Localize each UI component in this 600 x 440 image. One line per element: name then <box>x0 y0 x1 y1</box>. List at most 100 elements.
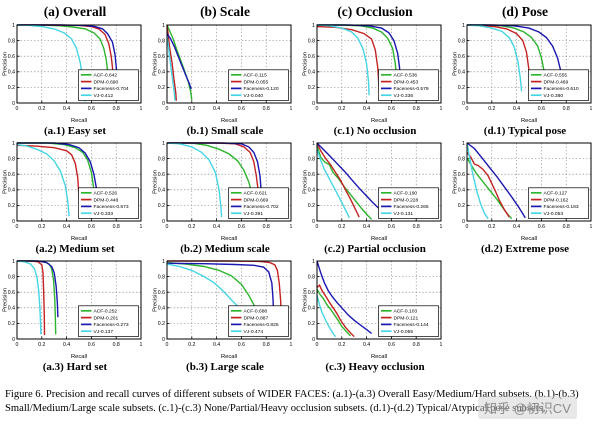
svg-text:0.8: 0.8 <box>458 156 465 162</box>
pr-curve-plot-medium-set: 0 0.2 0.4 0.6 0.8 1 0 0.2 0.4 0.6 0.8 1 ACF-0.526 DPM… <box>2 140 148 242</box>
svg-text:0: 0 <box>162 337 165 343</box>
figure-grid: (a) Overall (b) Scale (c) Occlusion (d) … <box>0 4 600 376</box>
svg-text:1: 1 <box>462 23 465 29</box>
svg-text:0.4: 0.4 <box>63 342 70 348</box>
svg-text:0.4: 0.4 <box>458 188 465 194</box>
svg-text:0.8: 0.8 <box>158 156 165 162</box>
svg-text:0.6: 0.6 <box>238 342 245 348</box>
svg-text:0.2: 0.2 <box>188 106 195 112</box>
svg-text:Precision: Precision <box>3 288 9 312</box>
svg-text:ACF-0.536: ACF-0.536 <box>394 73 418 79</box>
svg-text:0: 0 <box>12 101 15 107</box>
svg-text:0.4: 0.4 <box>8 188 15 194</box>
svg-text:0.6: 0.6 <box>238 224 245 230</box>
subplot-a2: 0 0.2 0.4 0.6 0.8 1 0 0.2 0.4 0.6 0.8 1 ACF-0.526 DPM… <box>0 140 150 258</box>
subplot-c3-title: (c.3) Heavy occlusion <box>325 361 425 373</box>
svg-text:ACF-0.526: ACF-0.526 <box>94 191 118 197</box>
svg-text:Recall: Recall <box>371 118 387 124</box>
svg-text:0.4: 0.4 <box>363 106 370 112</box>
svg-text:0: 0 <box>462 219 465 225</box>
svg-text:0: 0 <box>462 101 465 107</box>
svg-text:1: 1 <box>12 259 15 265</box>
svg-text:0.6: 0.6 <box>8 54 15 60</box>
column-header-overall: (a) Overall <box>43 4 107 19</box>
svg-text:0.8: 0.8 <box>113 224 120 230</box>
svg-text:Precision: Precision <box>153 288 159 312</box>
svg-text:0.8: 0.8 <box>308 38 315 44</box>
column-header-occlusion: (c) Occlusion <box>337 4 413 19</box>
svg-text:DPM-0.690: DPM-0.690 <box>94 79 119 85</box>
svg-text:VJ-0.137: VJ-0.137 <box>94 329 114 335</box>
column-header-pose: (d) Pose <box>501 4 549 19</box>
svg-text:Precision: Precision <box>3 52 9 76</box>
pr-curve-plot-large-scale: 0 0.2 0.4 0.6 0.8 1 0 0.2 0.4 0.6 0.8 1 ACF-0.688 DPM… <box>152 258 298 360</box>
svg-text:0.2: 0.2 <box>158 203 165 209</box>
svg-text:0.6: 0.6 <box>308 290 315 296</box>
subplot-a2-title: (a.2) Medium set <box>35 243 115 255</box>
svg-text:1: 1 <box>312 23 315 29</box>
svg-text:0.8: 0.8 <box>308 156 315 162</box>
svg-text:0.4: 0.4 <box>513 224 520 230</box>
svg-text:0.6: 0.6 <box>388 106 395 112</box>
svg-text:ACF-0.103: ACF-0.103 <box>394 309 418 315</box>
subplot-a1-title: (a.1) Easy set <box>43 125 107 137</box>
svg-text:0.6: 0.6 <box>308 172 315 178</box>
svg-text:0.6: 0.6 <box>88 224 95 230</box>
svg-text:0.8: 0.8 <box>413 106 420 112</box>
svg-text:0.2: 0.2 <box>338 224 345 230</box>
svg-text:DPM-0.201: DPM-0.201 <box>94 315 119 321</box>
svg-text:VJ-0.131: VJ-0.131 <box>394 211 414 217</box>
svg-text:0.2: 0.2 <box>38 342 45 348</box>
svg-text:0.8: 0.8 <box>113 106 120 112</box>
svg-text:VJ-0.055: VJ-0.055 <box>394 329 414 335</box>
svg-text:Recall: Recall <box>371 354 387 360</box>
svg-text:0.4: 0.4 <box>158 306 165 312</box>
svg-text:0.8: 0.8 <box>263 342 270 348</box>
svg-text:VJ-0.380: VJ-0.380 <box>544 93 564 99</box>
svg-text:1: 1 <box>140 106 143 112</box>
svg-text:Precision: Precision <box>303 288 309 312</box>
svg-text:Recall: Recall <box>71 354 87 360</box>
svg-text:ACF-0.190: ACF-0.190 <box>394 191 418 197</box>
svg-text:VJ-0.053: VJ-0.053 <box>544 211 564 217</box>
svg-text:0.6: 0.6 <box>458 172 465 178</box>
svg-text:1: 1 <box>290 342 293 348</box>
svg-text:0.6: 0.6 <box>158 54 165 60</box>
svg-text:0.8: 0.8 <box>113 342 120 348</box>
svg-text:Faceness-0.183: Faceness-0.183 <box>544 204 579 210</box>
svg-text:0.4: 0.4 <box>158 70 165 76</box>
svg-text:1: 1 <box>462 141 465 147</box>
subplot-b2: 0 0.2 0.4 0.6 0.8 1 0 0.2 0.4 0.6 0.8 1 ACF-0.621 DPM… <box>150 140 300 258</box>
svg-text:0.2: 0.2 <box>8 85 15 91</box>
svg-text:0.4: 0.4 <box>308 188 315 194</box>
svg-text:0: 0 <box>316 106 319 112</box>
svg-text:0.8: 0.8 <box>563 224 570 230</box>
svg-text:VJ-0.040: VJ-0.040 <box>244 93 264 99</box>
svg-text:Precision: Precision <box>153 52 159 76</box>
subplot-d2: 0 0.2 0.4 0.6 0.8 1 0 0.2 0.4 0.6 0.8 1 ACF-0.127 DPM… <box>450 140 600 258</box>
subplot-a3-title: (a.3) Hard set <box>42 361 108 373</box>
svg-text:ACF-0.127: ACF-0.127 <box>544 191 568 197</box>
svg-text:0.8: 0.8 <box>8 156 15 162</box>
svg-text:1: 1 <box>162 23 165 29</box>
svg-text:0.6: 0.6 <box>388 342 395 348</box>
svg-text:1: 1 <box>12 23 15 29</box>
pr-curve-plot-medium-scale: 0 0.2 0.4 0.6 0.8 1 0 0.2 0.4 0.6 0.8 1 ACF-0.621 DPM… <box>152 140 298 242</box>
svg-text:0: 0 <box>16 106 19 112</box>
svg-text:DPM-0.669: DPM-0.669 <box>244 197 269 203</box>
subplot-a3: 0 0.2 0.4 0.6 0.8 1 0 0.2 0.4 0.6 0.8 1 ACF-0.252 DPM… <box>0 258 150 376</box>
svg-text:0.2: 0.2 <box>38 224 45 230</box>
svg-text:Faceness-0.573: Faceness-0.573 <box>94 204 129 210</box>
svg-text:Precision: Precision <box>453 52 459 76</box>
svg-text:1: 1 <box>290 106 293 112</box>
svg-text:0: 0 <box>162 219 165 225</box>
caption-line-1: Figure 6. Precision and recall curves of… <box>5 389 579 400</box>
svg-text:Recall: Recall <box>521 236 537 242</box>
subplot-c2-title: (c.2) Partial occlusion <box>324 243 426 255</box>
svg-text:0: 0 <box>16 342 19 348</box>
subplot-b2-title: (b.2) Medium scale <box>180 243 270 255</box>
svg-text:Precision: Precision <box>3 170 9 194</box>
svg-text:0.6: 0.6 <box>158 172 165 178</box>
svg-text:0.6: 0.6 <box>158 290 165 296</box>
